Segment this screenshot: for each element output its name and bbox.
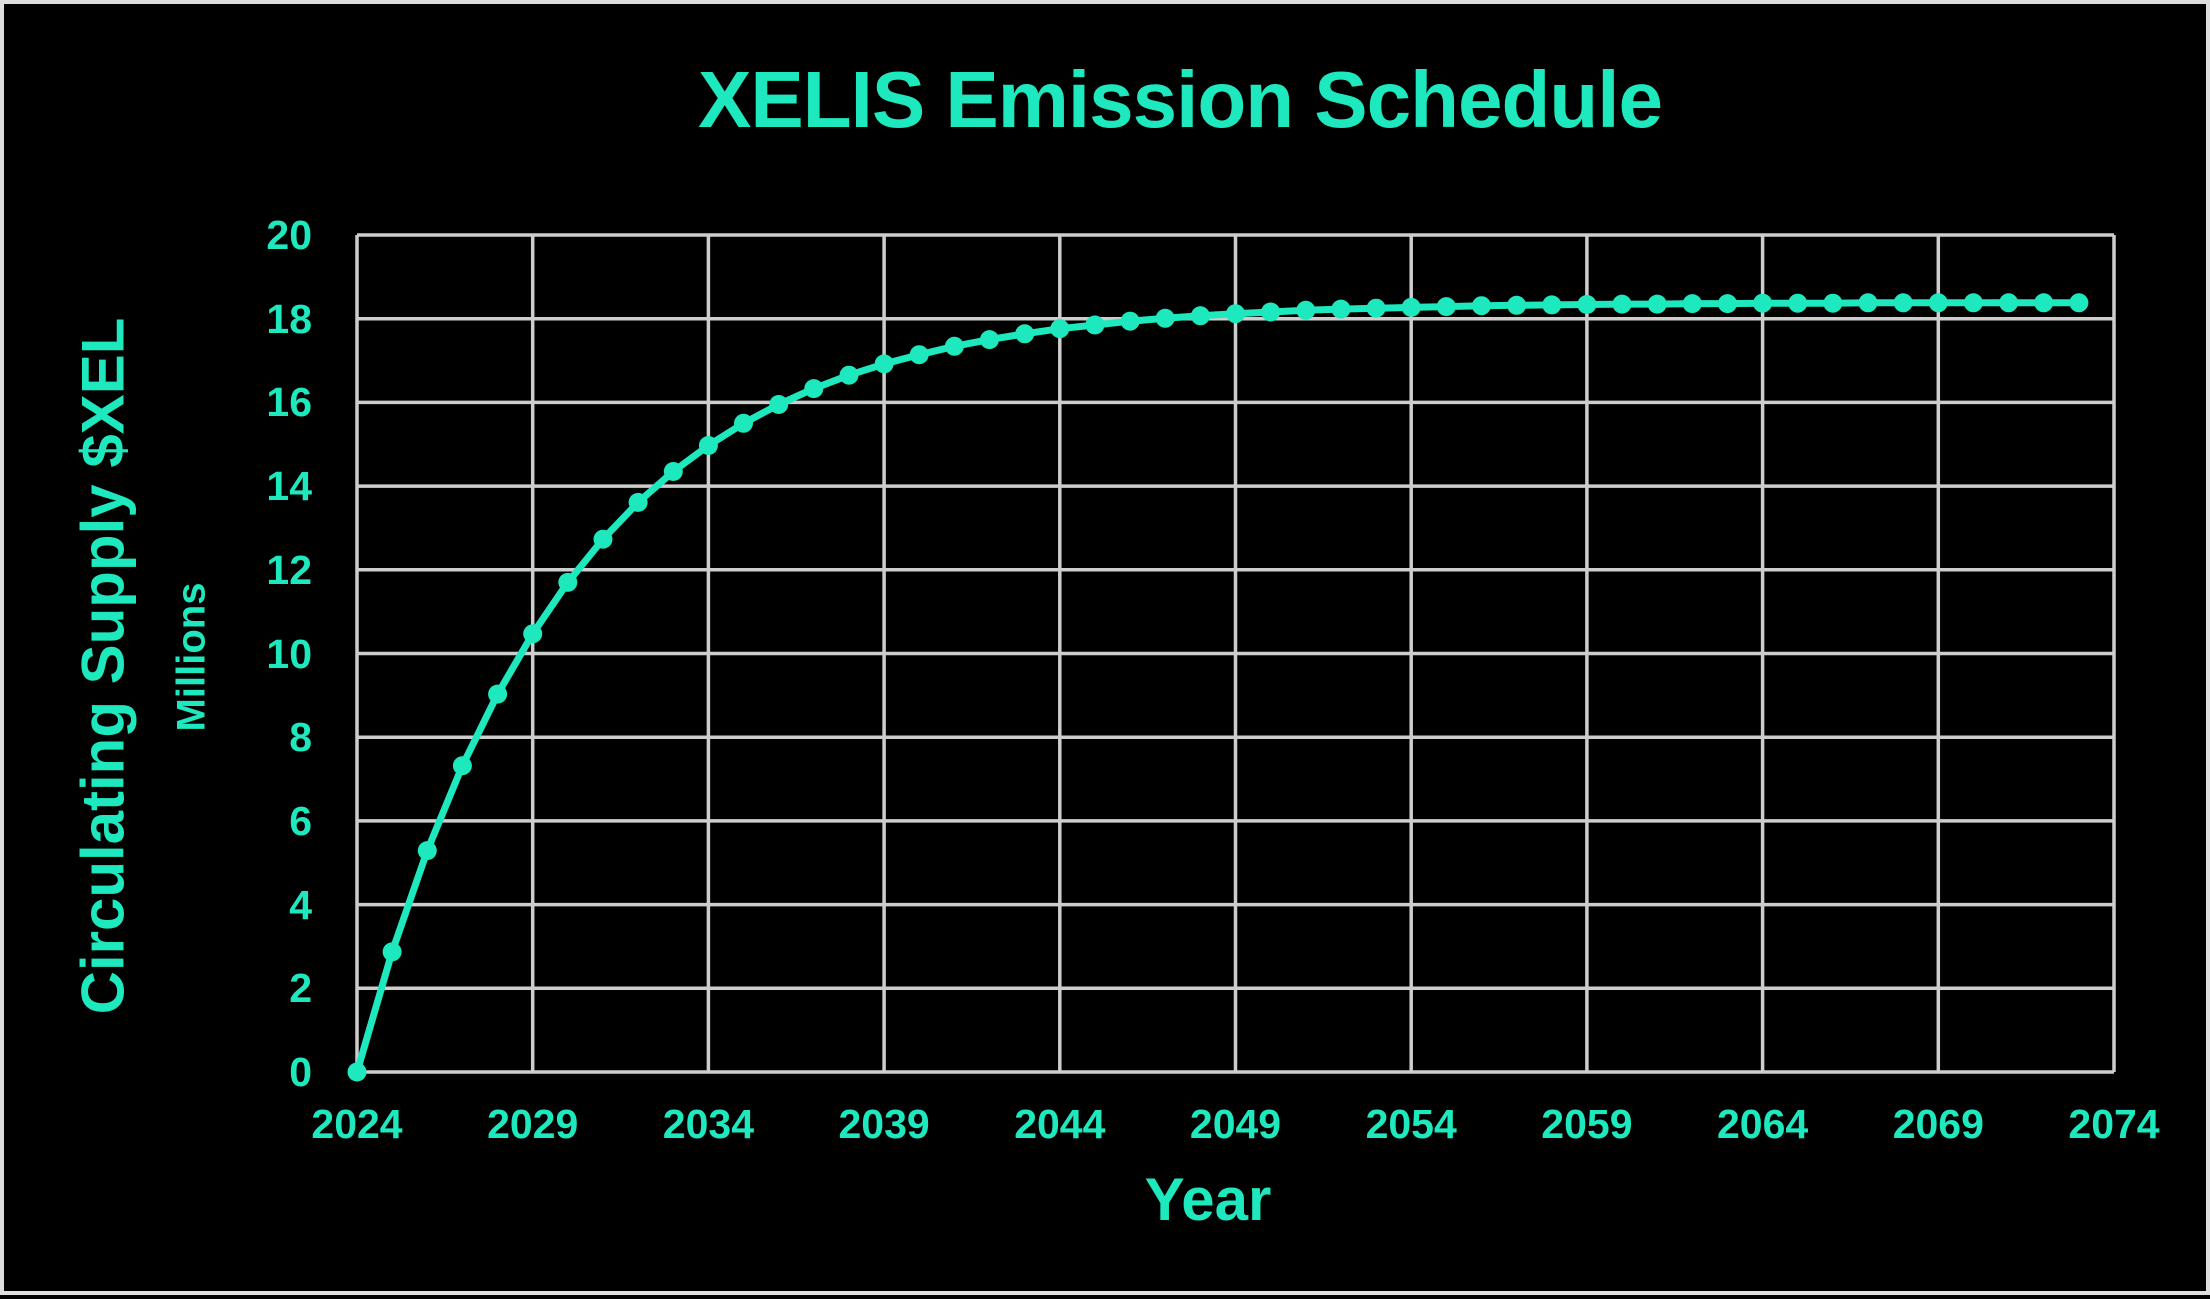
data-point (1261, 302, 1281, 322)
x-tick-label: 2069 (1892, 1101, 1984, 1147)
data-point (1753, 293, 1773, 313)
x-tick-label: 2034 (662, 1101, 754, 1147)
x-tick-label: 2049 (1189, 1101, 1282, 1147)
data-point (1507, 295, 1527, 315)
y-tick-label: 6 (289, 797, 312, 844)
y-tick-label: 4 (289, 881, 312, 928)
y-tick-label: 16 (266, 379, 312, 426)
data-point (2069, 293, 2089, 313)
y-tick-label: 18 (266, 295, 312, 342)
data-point (1542, 295, 1562, 315)
data-point (593, 529, 613, 549)
data-point (1120, 311, 1140, 331)
data-point (2034, 293, 2054, 313)
supply-line (353, 299, 2083, 1076)
data-point (874, 354, 894, 374)
data-point (980, 330, 999, 350)
data-point (663, 462, 683, 481)
x-tick-label: 2064 (1716, 1101, 1809, 1147)
data-point (944, 336, 964, 356)
data-point (1612, 294, 1632, 314)
y-tick-label: 10 (266, 630, 312, 677)
data-point (1436, 297, 1456, 317)
data-point (1999, 293, 2019, 313)
data-point (734, 413, 753, 433)
data-point (452, 756, 472, 776)
data-point (1331, 299, 1351, 319)
data-point (417, 841, 437, 861)
x-tick-label: 2074 (2068, 1101, 2160, 1147)
data-point (1155, 308, 1175, 328)
data-point (1682, 294, 1702, 314)
data-point (1963, 293, 1983, 313)
data-point (1366, 298, 1386, 318)
chart-title: XELIS Emission Schedule (698, 55, 1663, 144)
data-point (1858, 293, 1878, 313)
y-tick-label: 12 (266, 546, 312, 593)
data-point (1893, 293, 1913, 313)
y-tick-label: 8 (289, 714, 312, 761)
data-point (523, 624, 543, 644)
data-point (839, 365, 859, 385)
y-tick-label: 0 (289, 1049, 312, 1095)
data-point (1823, 293, 1843, 313)
y-tick-label: 20 (266, 212, 312, 258)
data-point (1647, 294, 1667, 314)
data-point (347, 1062, 367, 1082)
data-point (769, 395, 789, 414)
data-point (488, 684, 508, 704)
data-point (1015, 324, 1035, 344)
data-point (1226, 304, 1245, 324)
x-tick-label: 2044 (1014, 1101, 1106, 1147)
data-point (1085, 315, 1105, 335)
data-point (909, 345, 929, 365)
data-point (804, 379, 824, 399)
chart-canvas: XELIS Emission Schedule Circulating Supp… (4, 4, 2206, 1291)
data-point (1928, 293, 1948, 313)
x-tick-label: 2024 (311, 1101, 403, 1147)
data-point (1788, 293, 1808, 313)
x-tick-label: 2059 (1541, 1101, 1633, 1147)
x-tick-label: 2039 (838, 1101, 930, 1147)
data-point (558, 572, 578, 592)
y-tick-label: 2 (289, 965, 312, 1012)
data-point (1472, 296, 1491, 316)
x-tick-label: 2029 (487, 1101, 579, 1147)
data-point (1296, 300, 1316, 320)
emission-line-chart (347, 233, 2116, 1082)
data-point (1050, 319, 1070, 339)
y-tick-label: 14 (266, 463, 312, 510)
data-point (698, 436, 718, 455)
data-point (382, 942, 402, 962)
data-point (628, 492, 648, 512)
x-axis-title: Year (1144, 1166, 1272, 1233)
x-tick-label: 2054 (1365, 1101, 1457, 1147)
data-point (1577, 295, 1597, 314)
data-point (1718, 294, 1737, 314)
data-point (1190, 306, 1210, 326)
data-point (1401, 297, 1421, 317)
